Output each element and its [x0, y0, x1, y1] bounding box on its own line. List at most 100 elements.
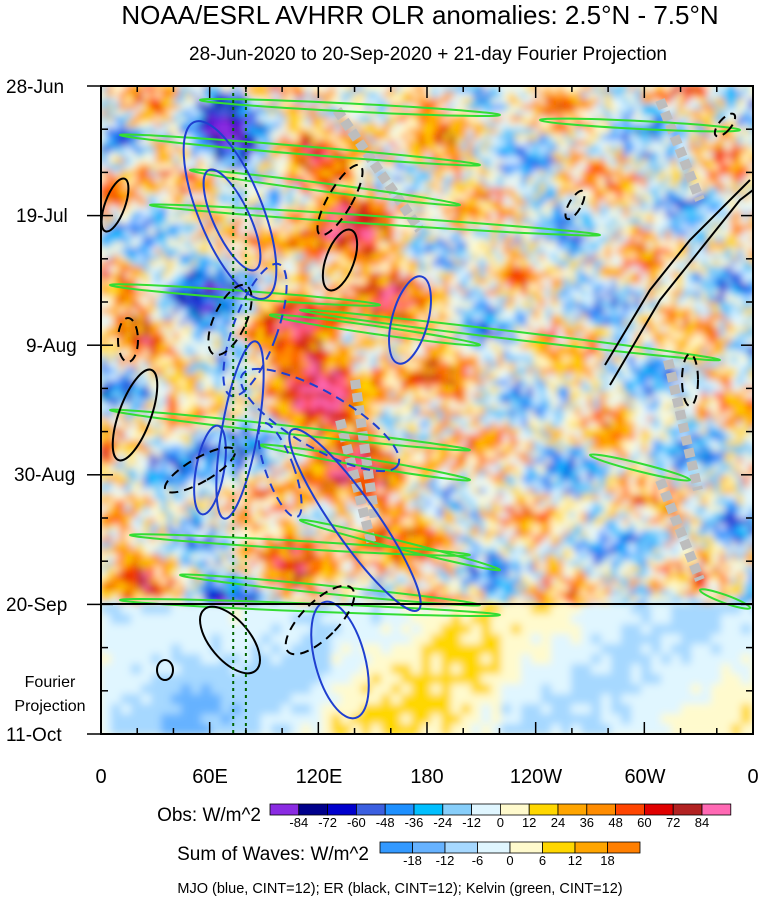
olr-cell [731, 140, 738, 147]
olr-cell [497, 218, 504, 225]
olr-cell [749, 134, 753, 141]
olr-cell [149, 146, 156, 153]
olr-cell [437, 182, 444, 189]
olr-cell [497, 152, 504, 159]
olr-cell [533, 110, 540, 117]
olr-cell [623, 98, 630, 105]
olr-cell [125, 248, 132, 255]
olr-cell [485, 98, 492, 105]
olr-cell [491, 242, 498, 249]
olr-cell [275, 110, 282, 117]
olr-cell [569, 272, 576, 279]
olr-cell [221, 146, 228, 153]
olr-cell [647, 182, 654, 189]
olr-cell [287, 224, 294, 231]
olr-cell [359, 104, 366, 111]
olr-cell [527, 110, 534, 117]
olr-cell [515, 188, 522, 195]
olr-cell [731, 98, 738, 105]
olr-cell [533, 272, 540, 279]
olr-cell [245, 230, 252, 237]
olr-cell [647, 146, 654, 153]
olr-cell [191, 254, 198, 261]
olr-cell [251, 314, 258, 321]
olr-cell [581, 320, 588, 327]
olr-cell [353, 278, 360, 285]
olr-cell [689, 308, 696, 315]
olr-cell [401, 140, 408, 147]
olr-cell [413, 122, 420, 129]
olr-cell [353, 200, 360, 207]
olr-cell [245, 206, 252, 213]
olr-cell [629, 146, 636, 153]
olr-cell [461, 236, 468, 243]
olr-cell [485, 134, 492, 141]
olr-cell [509, 302, 516, 309]
olr-cell [455, 176, 462, 183]
olr-cell [329, 224, 336, 231]
olr-cell [359, 116, 366, 123]
olr-cell [581, 92, 588, 99]
olr-cell [269, 164, 276, 171]
olr-cell [383, 260, 390, 267]
olr-cell [155, 86, 162, 93]
olr-cell [317, 242, 324, 249]
olr-cell [185, 92, 192, 99]
olr-cell [407, 296, 414, 303]
olr-cell [323, 350, 330, 357]
olr-cell [503, 110, 510, 117]
olr-cell [749, 104, 753, 111]
olr-cell [251, 320, 258, 327]
olr-cell [275, 98, 282, 105]
olr-cell [227, 230, 234, 237]
olr-cell [437, 260, 444, 267]
olr-cell [191, 272, 198, 279]
olr-cell [677, 158, 684, 165]
olr-cell [251, 134, 258, 141]
olr-cell [299, 224, 306, 231]
olr-cell [167, 242, 174, 249]
olr-cell [383, 218, 390, 225]
olr-cell [449, 224, 456, 231]
olr-cell [455, 188, 462, 195]
olr-cell [197, 266, 204, 273]
olr-cell [749, 302, 753, 309]
olr-cell [155, 170, 162, 177]
olr-cell [605, 302, 612, 309]
olr-cell [689, 146, 696, 153]
olr-cell [593, 152, 600, 159]
olr-cell [269, 152, 276, 159]
olr-cell [479, 140, 486, 147]
olr-cell [575, 200, 582, 207]
olr-cell [173, 218, 180, 225]
olr-cell [239, 248, 246, 255]
olr-cell [725, 98, 732, 105]
olr-cell [599, 302, 606, 309]
olr-cell [557, 206, 564, 213]
olr-cell [461, 320, 468, 327]
olr-cell [683, 98, 690, 105]
olr-cell [197, 200, 204, 207]
olr-cell [467, 206, 474, 213]
olr-cell [299, 332, 306, 339]
olr-cell [101, 260, 108, 267]
olr-cell [179, 164, 186, 171]
olr-cell [173, 182, 180, 189]
olr-cell [539, 164, 546, 171]
olr-cell [473, 338, 480, 345]
olr-cell [659, 140, 666, 147]
olr-cell [155, 98, 162, 105]
olr-cell [239, 344, 246, 351]
olr-cell [281, 188, 288, 195]
olr-cell [233, 158, 240, 165]
olr-cell [533, 188, 540, 195]
olr-cell [167, 356, 174, 363]
olr-cell [749, 110, 753, 117]
olr-cell [173, 122, 180, 129]
olr-cell [623, 140, 630, 147]
olr-cell [707, 134, 714, 141]
olr-cell [365, 86, 372, 93]
olr-cell [401, 200, 408, 207]
olr-cell [359, 110, 366, 117]
olr-cell [269, 98, 276, 105]
